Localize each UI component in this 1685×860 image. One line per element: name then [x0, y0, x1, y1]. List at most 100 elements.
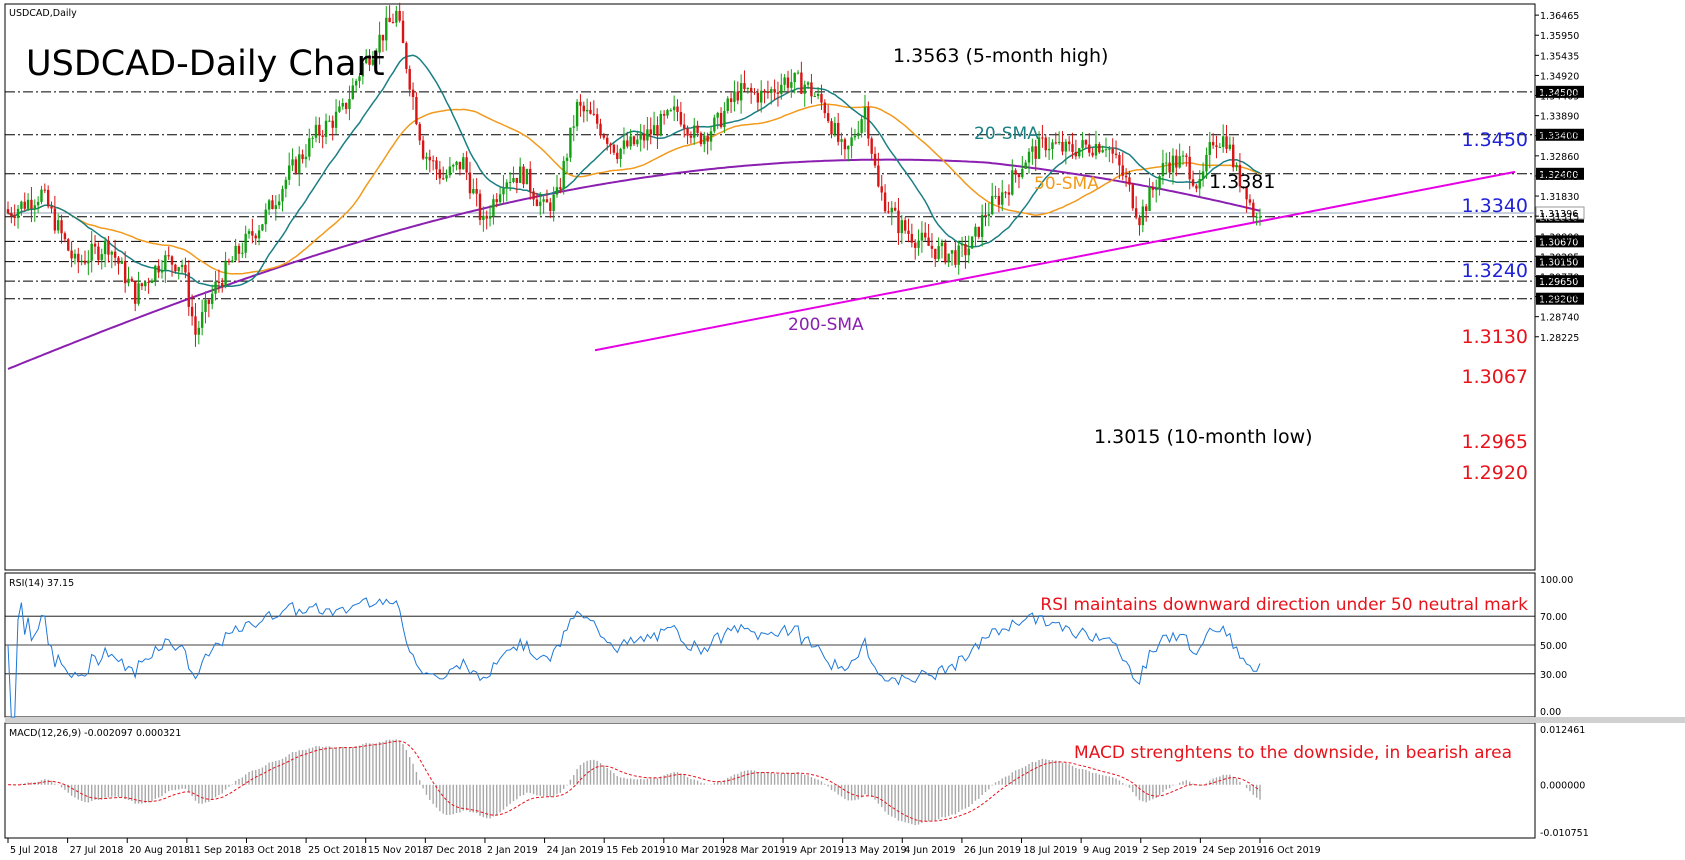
candle-body — [167, 255, 170, 257]
candle-body — [388, 17, 391, 23]
candle-body — [123, 260, 127, 284]
rsi-tick-label: 30.00 — [1540, 670, 1567, 681]
candle-body — [826, 113, 830, 122]
time-tick-label: 3 Oct 2018 — [248, 845, 301, 856]
annotation-1-3381: 1.3381 — [1209, 171, 1275, 193]
candle-body — [837, 122, 840, 142]
candle-body — [492, 199, 495, 217]
price-tick-label: 1.34920 — [1540, 71, 1579, 82]
price-tick-label: 1.33375 — [1540, 132, 1579, 143]
time-tick-label: 2 Jan 2019 — [487, 845, 538, 856]
trendline — [594, 170, 1516, 352]
level-lines: 1.345001.334001.324001.313001.306701.301… — [5, 85, 1585, 306]
candle-body — [1071, 144, 1074, 152]
candle-body — [776, 92, 780, 94]
sma-20-line — [7, 54, 1261, 288]
candle-body — [144, 281, 147, 287]
candle-body — [867, 107, 870, 139]
candle-body — [1037, 137, 1041, 159]
panel-separator — [5, 717, 1685, 723]
rsi-tick-label: 100.00 — [1540, 575, 1573, 586]
candle-body — [462, 157, 465, 170]
candle-body — [70, 250, 73, 259]
candle-body — [1078, 148, 1081, 157]
candle-body — [351, 85, 355, 100]
candle-body — [786, 77, 790, 88]
current-price-tag-bg — [1535, 206, 1585, 220]
price-tick-label: 1.34405 — [1540, 92, 1579, 103]
candle-body — [321, 135, 324, 137]
candle-body — [80, 260, 83, 262]
candle-body — [23, 201, 26, 209]
candle-body — [1158, 176, 1161, 190]
candle-body — [699, 133, 703, 145]
candle-body — [1001, 192, 1004, 205]
level-label-1-3130: 1.3130 — [1462, 326, 1528, 348]
level-label-1-2920: 1.2920 — [1462, 462, 1528, 484]
candle-body — [274, 205, 278, 210]
candle-body — [1024, 162, 1027, 169]
candle-body — [790, 82, 793, 88]
candle-body — [987, 214, 991, 217]
candle-body — [1215, 145, 1218, 148]
candle-body — [840, 139, 843, 142]
candle-body — [565, 157, 569, 161]
candle-body — [1148, 186, 1151, 211]
candle-body — [619, 148, 622, 160]
candle-body — [676, 106, 679, 112]
candle-body — [612, 144, 616, 153]
candle-body — [1232, 144, 1235, 168]
candle-body — [525, 168, 529, 185]
candle-body — [887, 211, 890, 213]
candle-body — [569, 127, 572, 158]
candle-body — [512, 177, 515, 182]
candle-body — [1014, 170, 1017, 175]
candle-body — [960, 244, 964, 246]
candle-body — [1235, 164, 1238, 168]
candle-body — [190, 306, 194, 317]
candle-body — [760, 90, 763, 103]
price-tick-label: 1.32345 — [1540, 172, 1579, 183]
candle-body — [1051, 142, 1054, 149]
candle-body — [381, 34, 385, 41]
candle-body — [709, 131, 713, 142]
candle-body — [137, 283, 140, 304]
candle-body — [746, 87, 750, 90]
candle-body — [395, 10, 398, 23]
candle-body — [287, 165, 291, 180]
price-axis: 1.36465 1.35950 1.35435 1.34920 1.34405 1.338… — [1535, 11, 1579, 344]
candle-body — [994, 195, 997, 197]
candle-body — [1044, 137, 1047, 151]
candle-body — [930, 245, 934, 249]
candle-body — [703, 135, 706, 145]
candle-body — [375, 52, 378, 60]
candle-body — [264, 209, 267, 225]
price-tick-label: 1.30800 — [1540, 232, 1579, 243]
time-tick-label: 11 Sep 2018 — [189, 845, 249, 856]
level-label-1-3450: 1.3450 — [1462, 129, 1528, 151]
candle-body — [452, 164, 455, 167]
candle-body — [756, 92, 760, 103]
current-price-tag: 1.31396 — [1539, 209, 1578, 220]
candle-body — [944, 242, 947, 263]
candle-body — [200, 312, 204, 328]
candle-body — [713, 117, 716, 132]
candle-body — [853, 136, 857, 138]
candle-body — [415, 96, 418, 125]
candle-body — [606, 137, 609, 144]
macd-tick-label: 0.000000 — [1540, 781, 1585, 792]
candle-body — [1205, 154, 1208, 172]
annotation-5-month-high: 1.3563 (5-month high) — [893, 45, 1108, 67]
candle-body — [140, 283, 144, 287]
candle-body — [378, 34, 381, 53]
candle-body — [100, 254, 103, 261]
candle-body — [428, 156, 431, 161]
candle-body — [60, 220, 63, 234]
candle-body — [937, 246, 940, 260]
candle-body — [107, 240, 110, 255]
candle-body — [294, 159, 298, 173]
candle-body — [53, 208, 57, 231]
candle-body — [800, 72, 803, 94]
candle-body — [63, 233, 67, 240]
price-tick-label: 1.28225 — [1540, 333, 1579, 344]
